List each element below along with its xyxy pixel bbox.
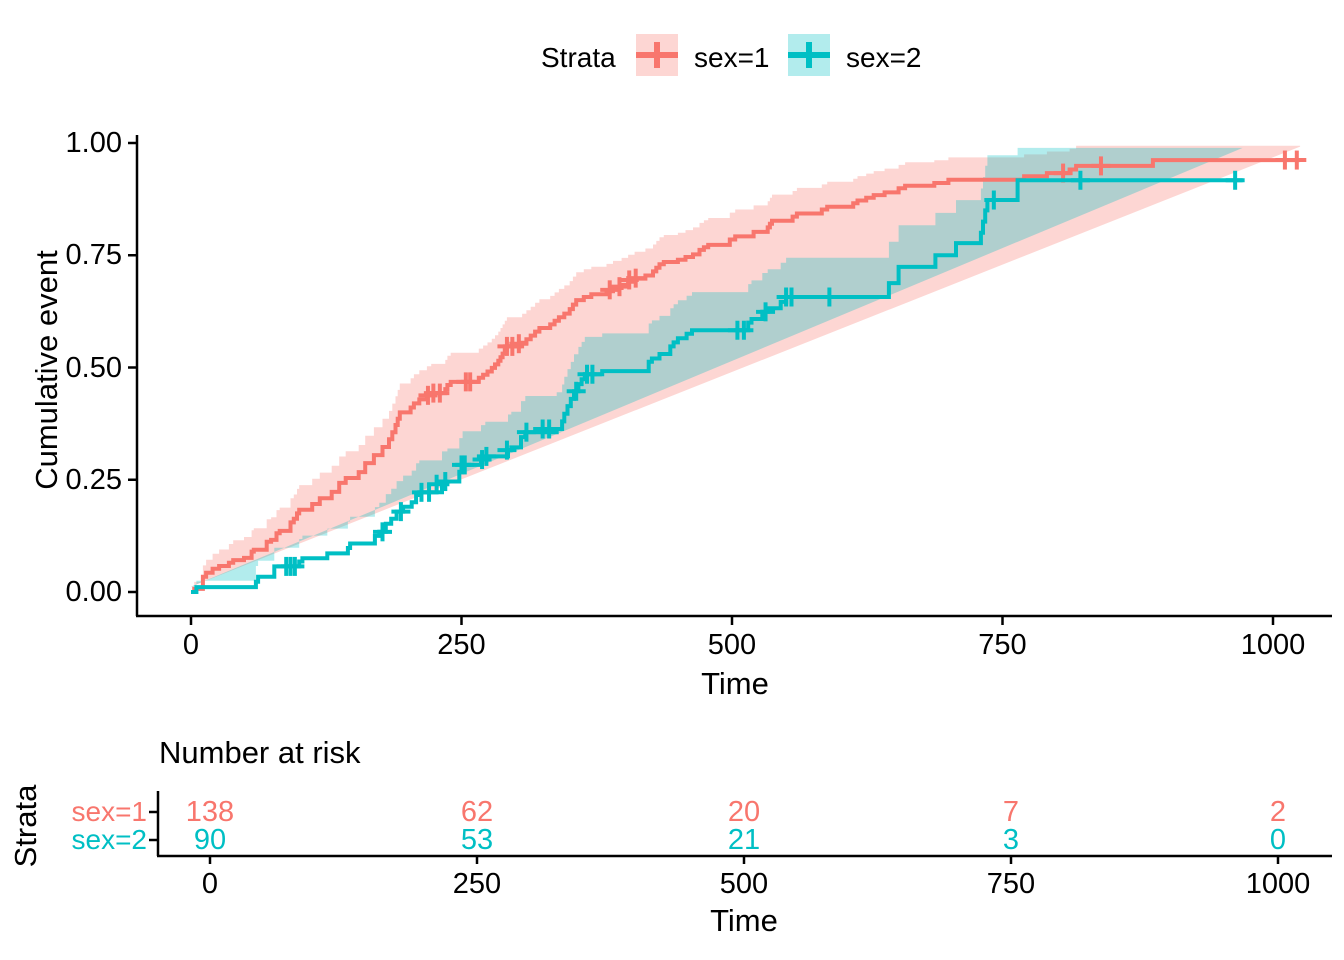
legend-key-sex2-icon [788,34,830,76]
risk-x-tick-label: 1000 [1245,868,1311,900]
risk-x-tick-label: 250 [452,868,502,900]
risk-x-tick-label: 500 [719,868,769,900]
risk-count: 0 [1269,824,1287,856]
risk-count: 3 [1002,824,1020,856]
ci-band-sex=1 [191,145,1301,587]
x-tick-label: 750 [978,629,1027,661]
legend-title: Strata [541,42,616,73]
risk-x-tick-label: 750 [986,868,1036,900]
risk-row-label-sex=2: sex=2 [71,824,148,855]
x-tick-label: 0 [182,629,200,661]
legend-key-sex1-icon [636,34,678,76]
x-tick-label: 500 [707,629,757,661]
y-tick-label: 0.75 [65,239,122,272]
survival-curve-sex=2 [191,178,1243,594]
legend-label-sex2: sex=2 [846,42,922,73]
y-tick-label: 1.00 [65,127,122,159]
risk-count: 53 [460,824,494,856]
risk-x-tick-label: 0 [201,868,219,900]
x-tick-label: 1000 [1240,629,1306,661]
risk-table-title: Number at risk [159,735,361,770]
x-axis-title: Time [701,666,769,701]
risk-count: 7 [1002,796,1020,828]
risk-row-label-sex=1: sex=1 [71,796,148,827]
legend-censor-tick [806,42,812,68]
y-tick-label: 0.50 [65,351,122,384]
y-tick-label: 0.00 [65,576,122,608]
x-tick-label: 250 [437,629,486,661]
risk-count: 21 [727,824,761,856]
risk-count: 138 [185,796,235,828]
risk-table-y-title: Strata [8,784,43,868]
risk-count: 20 [727,796,761,828]
risk-count: 62 [460,796,494,828]
risk-table-x-title: Time [710,903,778,938]
risk-count: 2 [1269,796,1287,828]
ci-band-sex=2 [191,147,1243,587]
legend-censor-tick [654,42,660,68]
legend-label-sex1: sex=1 [694,42,770,73]
survival-curve-sex=1 [191,158,1301,594]
y-tick-label: 0.25 [65,463,122,496]
risk-count: 90 [193,824,227,856]
